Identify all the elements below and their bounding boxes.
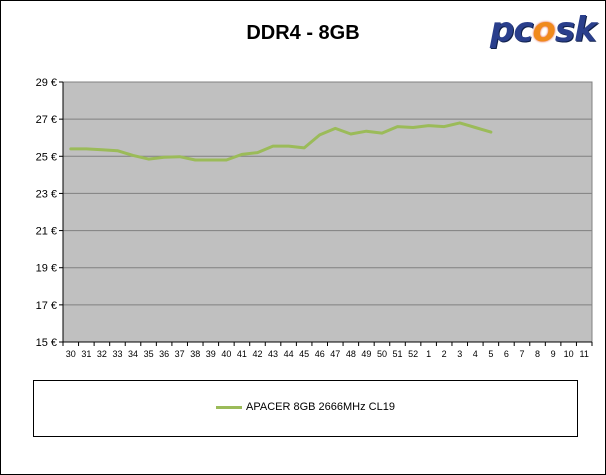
legend-item: APACER 8GB 2666MHz CL19 [34,401,577,413]
x-tick-label: 49 [361,349,371,359]
x-tick-label: 43 [268,349,278,359]
x-tick-label: 39 [206,349,216,359]
y-tick-label: 19 € [36,263,57,275]
y-tick-label: 27 € [36,114,57,126]
y-tick-label: 15 € [36,337,57,349]
x-tick-label: 2 [442,349,447,359]
x-tick-label: 34 [128,349,138,359]
x-tick-label: 45 [299,349,309,359]
x-tick-label: 31 [81,349,91,359]
x-tick-label: 5 [488,349,493,359]
plot-area [62,81,593,343]
logo-text-pc: pc [490,10,533,50]
y-tick-label: 17 € [36,300,57,312]
x-tick-label: 11 [580,349,589,359]
x-tick-label: 37 [175,349,185,359]
legend-label: APACER 8GB 2666MHz CL19 [246,401,395,413]
series-line [69,121,493,162]
x-tick-label: 7 [519,349,524,359]
legend-swatch [216,405,242,409]
x-tick-label: 4 [473,349,478,359]
y-tick-label: 29 € [36,77,57,89]
logo-text-o: o [532,10,556,50]
x-tick-label: 1 [426,349,431,359]
x-tick-label: 40 [221,349,231,359]
logo-text-sk: sk [554,10,597,50]
x-tick-label: 51 [393,349,403,359]
x-tick-label: 41 [237,349,247,359]
y-tick-label: 21 € [36,226,57,238]
x-tick-label: 42 [252,349,262,359]
x-tick-label: 47 [330,349,340,359]
x-tick-label: 8 [535,349,540,359]
x-tick-label: 50 [377,349,387,359]
x-tick-label: 9 [551,349,556,359]
x-tick-label: 48 [346,349,356,359]
x-tick-label: 32 [97,349,107,359]
x-tick-label: 35 [144,349,154,359]
x-tick-label: 46 [315,349,325,359]
y-tick-label: 25 € [36,151,57,163]
x-tick-label: 44 [284,349,294,359]
x-tick-label: 30 [66,349,76,359]
x-tick-label: 36 [159,349,169,359]
x-tick-label: 3 [457,349,462,359]
x-tick-label: 33 [112,349,122,359]
x-tick-label: 52 [408,349,418,359]
x-tick-label: 6 [504,349,509,359]
x-tick-label: 10 [564,349,574,359]
pclab-logo: pcosk [490,10,597,50]
chart-title: DDR4 - 8GB [246,22,360,44]
x-tick-label: 38 [190,349,200,359]
legend: APACER 8GB 2666MHz CL19 [33,380,578,437]
y-tick-label: 23 € [36,188,57,200]
